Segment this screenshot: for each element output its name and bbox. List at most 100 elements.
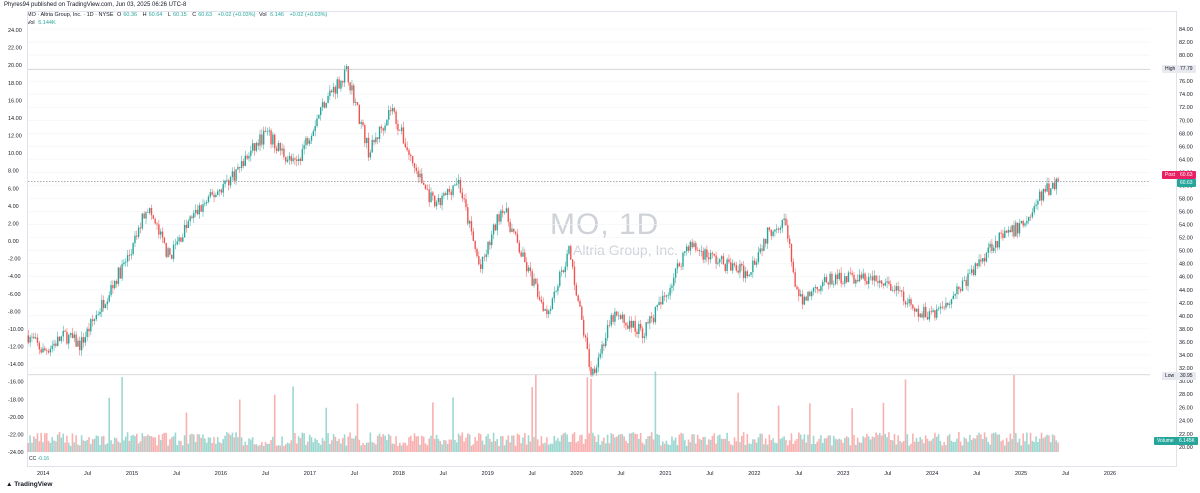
- time-axis-tick: 2021: [659, 471, 671, 477]
- right-axis-tick: 46.00: [1179, 275, 1193, 281]
- left-axis-tick: -24.00: [8, 450, 24, 456]
- time-axis-tick: Jul: [262, 471, 269, 477]
- right-axis-tick: 76.00: [1179, 79, 1193, 85]
- volume-axis-tick: 26.00: [1179, 405, 1193, 411]
- right-axis-tick: 40.00: [1179, 314, 1193, 320]
- time-axis-tick: Jul: [84, 471, 91, 477]
- time-axis-tick: 2018: [393, 471, 405, 477]
- right-axis-tick: 44.00: [1179, 288, 1193, 294]
- left-axis: 24.00 22.00 20.00 18.00 16.00 14.00 12.00 10.00…: [8, 28, 24, 456]
- high-badge-value: 77.79: [1177, 65, 1196, 73]
- legend-change: +0.02 (+0.03%): [217, 12, 256, 18]
- right-axis: 84.0082.0080.0078.0076.0074.0072.0070.00…: [1179, 27, 1193, 372]
- time-axis: 2014 Jul 2015 Jul 2016 Jul 2017 Jul 2018 Jul 2019 J…: [37, 471, 1116, 477]
- time-axis-tick: Jul: [529, 471, 536, 477]
- left-axis-tick: -20.00: [8, 415, 24, 421]
- post-badge-label: Post: [1162, 171, 1179, 179]
- volume-axis-tick: 20.00: [1179, 445, 1193, 451]
- legend-title: MO · Altria Group, Inc. · 1D · NYSE: [27, 12, 114, 18]
- last-price-badge: 60.63: [1177, 179, 1196, 187]
- chart-frame: [27, 11, 1177, 467]
- left-axis-tick: 4.00: [8, 204, 19, 210]
- right-axis-tick: 72.00: [1179, 105, 1193, 111]
- legend-low: L 60.15: [167, 12, 187, 18]
- low-badge-value: 30.95: [1177, 372, 1196, 380]
- right-axis-tick: 82.00: [1179, 40, 1193, 46]
- tradingview-logo-text: TradingView: [14, 481, 53, 488]
- left-axis-tick: -16.00: [8, 380, 24, 386]
- tradingview-logo[interactable]: ▲ TradingView: [6, 481, 52, 488]
- right-axis-tick: 56.00: [1179, 210, 1193, 216]
- time-axis-tick: Jul: [617, 471, 624, 477]
- time-axis-tick: 2023: [837, 471, 849, 477]
- left-axis-tick: -10.00: [8, 327, 24, 333]
- left-axis-tick: -6.00: [8, 292, 21, 298]
- left-axis-tick: -18.00: [8, 397, 24, 403]
- time-axis-tick: Jul: [1062, 471, 1069, 477]
- legend-close: C 60.63: [192, 12, 212, 18]
- right-axis-tick: 50.00: [1179, 249, 1193, 255]
- time-axis-tick: Jul: [440, 471, 447, 477]
- volume-legend-label: Vol: [27, 20, 35, 26]
- legend-vol-change: +0.02 (+0.03%): [289, 12, 328, 18]
- time-axis-tick: 2017: [304, 471, 316, 477]
- right-axis-tick: 64.00: [1179, 157, 1193, 163]
- cc-legend-value: -0.16: [37, 456, 50, 462]
- time-axis-tick: Jul: [351, 471, 358, 477]
- left-axis-tick: 22.00: [8, 46, 22, 52]
- right-axis-tick: 42.00: [1179, 301, 1193, 307]
- right-axis-tick: 54.00: [1179, 223, 1193, 229]
- right-axis-tick: 36.00: [1179, 340, 1193, 346]
- time-axis-tick: Jul: [973, 471, 980, 477]
- right-axis-tick: 34.00: [1179, 353, 1193, 359]
- cc-legend[interactable]: CC -0.16: [29, 456, 49, 462]
- watermark-name: Altria Group, Inc.: [573, 242, 679, 258]
- time-axis-tick: Jul: [884, 471, 891, 477]
- left-axis-tick: 18.00: [8, 81, 22, 87]
- legend-high: H 60.64: [142, 12, 163, 18]
- time-axis-tick: 2020: [570, 471, 582, 477]
- volume-axis-tick: 24.00: [1179, 419, 1193, 425]
- publisher-line: Phyres94 published on TradingView.com, J…: [4, 2, 187, 8]
- time-axis-tick: Jul: [173, 471, 180, 477]
- volume-legend[interactable]: Vol 6.144K: [27, 20, 58, 26]
- volume-axis-tick: 28.00: [1179, 392, 1193, 398]
- time-axis-tick: 2015: [126, 471, 138, 477]
- time-axis-tick: 2016: [215, 471, 227, 477]
- right-axis-tick: 74.00: [1179, 92, 1193, 98]
- right-axis-tick: 38.00: [1179, 327, 1193, 333]
- time-axis-tick: 2022: [748, 471, 760, 477]
- time-axis-tick: 2019: [482, 471, 494, 477]
- right-axis-tick: 70.00: [1179, 118, 1193, 124]
- volume-badge-label: Volume: [1154, 437, 1177, 445]
- left-axis-tick: 2.00: [8, 221, 19, 227]
- right-axis-tick: 52.00: [1179, 236, 1193, 242]
- left-axis-tick: -22.00: [8, 432, 24, 438]
- symbol-legend[interactable]: MO · Altria Group, Inc. · 1D · NYSE O 60.…: [27, 12, 329, 18]
- left-axis-tick: -2.00: [8, 257, 21, 263]
- left-axis-tick: 8.00: [8, 169, 19, 175]
- right-axis-tick: 66.00: [1179, 144, 1193, 150]
- right-axis-tick: 68.00: [1179, 131, 1193, 137]
- left-axis-tick: -12.00: [8, 345, 24, 351]
- legend-open: O 60.36: [117, 12, 138, 18]
- high-badge-label: High: [1162, 65, 1179, 73]
- left-axis-tick: 6.00: [8, 186, 19, 192]
- left-axis-tick: -4.00: [8, 274, 21, 280]
- left-axis-tick: -8.00: [8, 309, 21, 315]
- legend-vol: Vol 6.146: [258, 12, 284, 18]
- left-axis-tick: 14.00: [8, 116, 22, 122]
- low-badge-label: Low: [1162, 372, 1178, 380]
- tradingview-logo-icon: ▲: [6, 481, 13, 488]
- watermark-symbol: MO, 1D: [550, 208, 660, 241]
- right-axis-tick: 84.00: [1179, 27, 1193, 33]
- left-axis-tick: 12.00: [8, 134, 22, 140]
- post-badge-value: 60.63: [1177, 171, 1196, 179]
- time-axis-tick: Jul: [706, 471, 713, 477]
- right-axis-tick: 48.00: [1179, 262, 1193, 268]
- volume-legend-value: 6.144K: [38, 20, 56, 26]
- right-axis-tick: 58.00: [1179, 197, 1193, 203]
- time-axis-tick: 2014: [37, 471, 49, 477]
- cc-legend-label: CC: [29, 456, 37, 462]
- volume-badge-value: 6.145K: [1176, 437, 1198, 445]
